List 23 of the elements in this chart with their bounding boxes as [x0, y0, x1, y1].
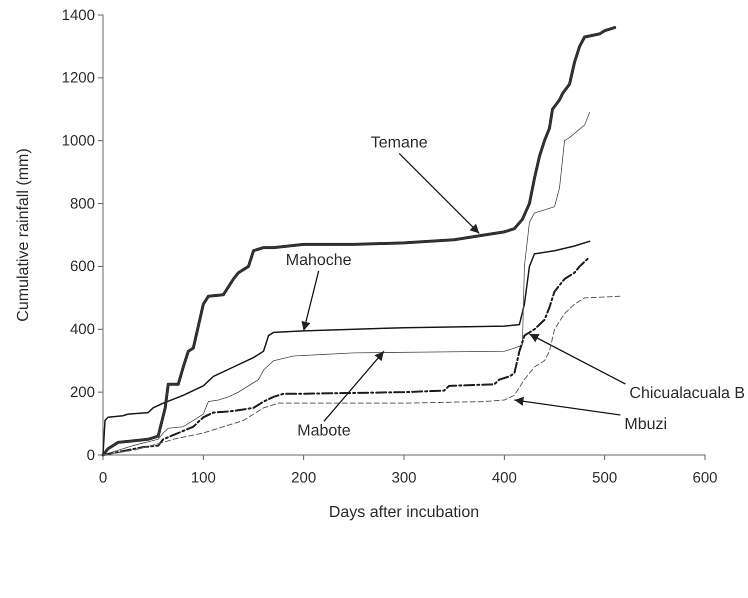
annotation: Mabote [297, 422, 351, 440]
y-tick-label: 200 [70, 384, 95, 401]
x-tick-label: 400 [492, 470, 517, 486]
x-tick-label: 500 [592, 470, 618, 486]
y-tick-label: 600 [70, 258, 95, 276]
y-tick-label: 1400 [62, 6, 95, 24]
y-tick-label: 1000 [62, 132, 95, 150]
annotation: Chicualacuala B [629, 385, 746, 402]
annotation: Mahoche [286, 252, 352, 270]
annotation: Temane [370, 134, 428, 152]
y-tick-label: 1200 [62, 70, 95, 87]
y-tick-label: 0 [86, 446, 95, 464]
x-tick-label: 600 [692, 470, 718, 486]
x-tick-label: 0 [98, 470, 108, 486]
y-tick-label: 800 [70, 195, 95, 212]
x-axis-title: Days after incubation [328, 504, 480, 521]
x-tick-label: 100 [190, 470, 216, 486]
line-series [102, 26, 616, 456]
y-axis-title: Cumulative rainfall (mm) [15, 148, 32, 322]
x-tick-label: 200 [291, 470, 316, 486]
annotation: Mbuzi [624, 416, 668, 434]
y-tick-label: 400 [70, 321, 95, 338]
x-tick-label: 300 [391, 470, 417, 486]
